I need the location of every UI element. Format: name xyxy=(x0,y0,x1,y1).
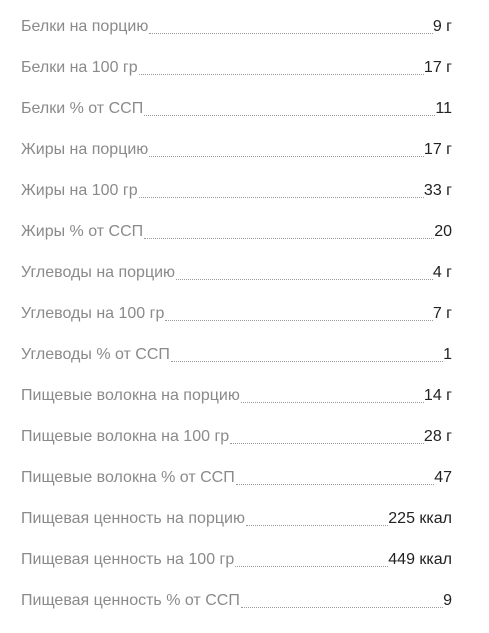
row-label: Пищевые волокна на порцию xyxy=(21,387,240,404)
dotted-leader xyxy=(138,197,424,198)
row-value: 1 xyxy=(443,346,452,363)
row-value: 225 ккал xyxy=(388,510,452,527)
dotted-leader xyxy=(144,115,436,116)
dotted-leader xyxy=(176,279,433,280)
row-value: 17 г xyxy=(423,59,452,76)
nutrition-row-protein-per-100g: Белки на 100 гр 17 г xyxy=(21,47,452,88)
row-value: 7 г xyxy=(432,305,452,322)
row-label: Углеводы на порцию xyxy=(21,264,176,281)
row-label: Пищевая ценность на порцию xyxy=(21,510,245,527)
nutrition-row-fiber-per-serving: Пищевые волокна на порцию 14 г xyxy=(21,375,452,416)
row-label: Пищевая ценность на 100 гр xyxy=(21,551,235,568)
dotted-leader xyxy=(149,156,424,157)
row-label: Жиры на порцию xyxy=(21,141,149,158)
nutrition-row-fiber-per-100g: Пищевые волокна на 100 гр 28 г xyxy=(21,416,452,457)
nutrition-row-fiber-percent: Пищевые волокна % от ССП 47 xyxy=(21,457,452,498)
row-label: Пищевая ценность % от ССП xyxy=(21,592,240,609)
row-value: 9 г xyxy=(432,18,452,35)
row-value: 28 г xyxy=(423,428,452,445)
dotted-leader xyxy=(240,402,424,403)
row-value: 11 xyxy=(435,100,452,117)
row-label: Белки на порцию xyxy=(21,18,149,35)
nutrition-facts-list: Белки на порцию 9 г Белки на 100 гр 17 г… xyxy=(21,6,452,621)
dotted-leader xyxy=(144,238,435,239)
dotted-leader xyxy=(235,566,389,567)
row-label: Белки на 100 гр xyxy=(21,59,138,76)
nutrition-row-fat-per-100g: Жиры на 100 гр 33 г xyxy=(21,170,452,211)
row-value: 33 г xyxy=(423,182,452,199)
nutrition-row-carbs-per-100g: Углеводы на 100 гр 7 г xyxy=(21,293,452,334)
row-value: 449 ккал xyxy=(388,551,452,568)
row-value: 9 xyxy=(443,592,452,609)
nutrition-row-energy-per-serving: Пищевая ценность на порцию 225 ккал xyxy=(21,498,452,539)
nutrition-row-protein-per-serving: Белки на порцию 9 г xyxy=(21,6,452,47)
row-label: Углеводы на 100 гр xyxy=(21,305,165,322)
dotted-leader xyxy=(235,484,435,485)
row-value: 14 г xyxy=(423,387,452,404)
dotted-leader xyxy=(149,33,433,34)
row-value: 4 г xyxy=(432,264,452,281)
dotted-leader xyxy=(165,320,433,321)
nutrition-row-energy-per-100g: Пищевая ценность на 100 гр 449 ккал xyxy=(21,539,452,580)
nutrition-row-fat-per-serving: Жиры на порцию 17 г xyxy=(21,129,452,170)
dotted-leader xyxy=(138,74,424,75)
row-value: 17 г xyxy=(423,141,452,158)
dotted-leader xyxy=(240,607,444,608)
nutrition-row-carbs-percent: Углеводы % от ССП 1 xyxy=(21,334,452,375)
row-value: 47 xyxy=(434,469,452,486)
nutrition-row-energy-percent: Пищевая ценность % от ССП 9 xyxy=(21,580,452,621)
row-label: Пищевые волокна % от ССП xyxy=(21,469,235,486)
nutrition-row-carbs-per-serving: Углеводы на порцию 4 г xyxy=(21,252,452,293)
nutrition-row-protein-percent: Белки % от ССП 11 xyxy=(21,88,452,129)
row-label: Белки % от ССП xyxy=(21,100,144,117)
row-label: Жиры % от ССП xyxy=(21,223,144,240)
dotted-leader xyxy=(230,443,424,444)
row-value: 20 xyxy=(434,223,452,240)
row-label: Углеводы % от ССП xyxy=(21,346,170,363)
dotted-leader xyxy=(245,525,389,526)
row-label: Пищевые волокна на 100 гр xyxy=(21,428,230,445)
nutrition-row-fat-percent: Жиры % от ССП 20 xyxy=(21,211,452,252)
row-label: Жиры на 100 гр xyxy=(21,182,138,199)
dotted-leader xyxy=(170,361,444,362)
